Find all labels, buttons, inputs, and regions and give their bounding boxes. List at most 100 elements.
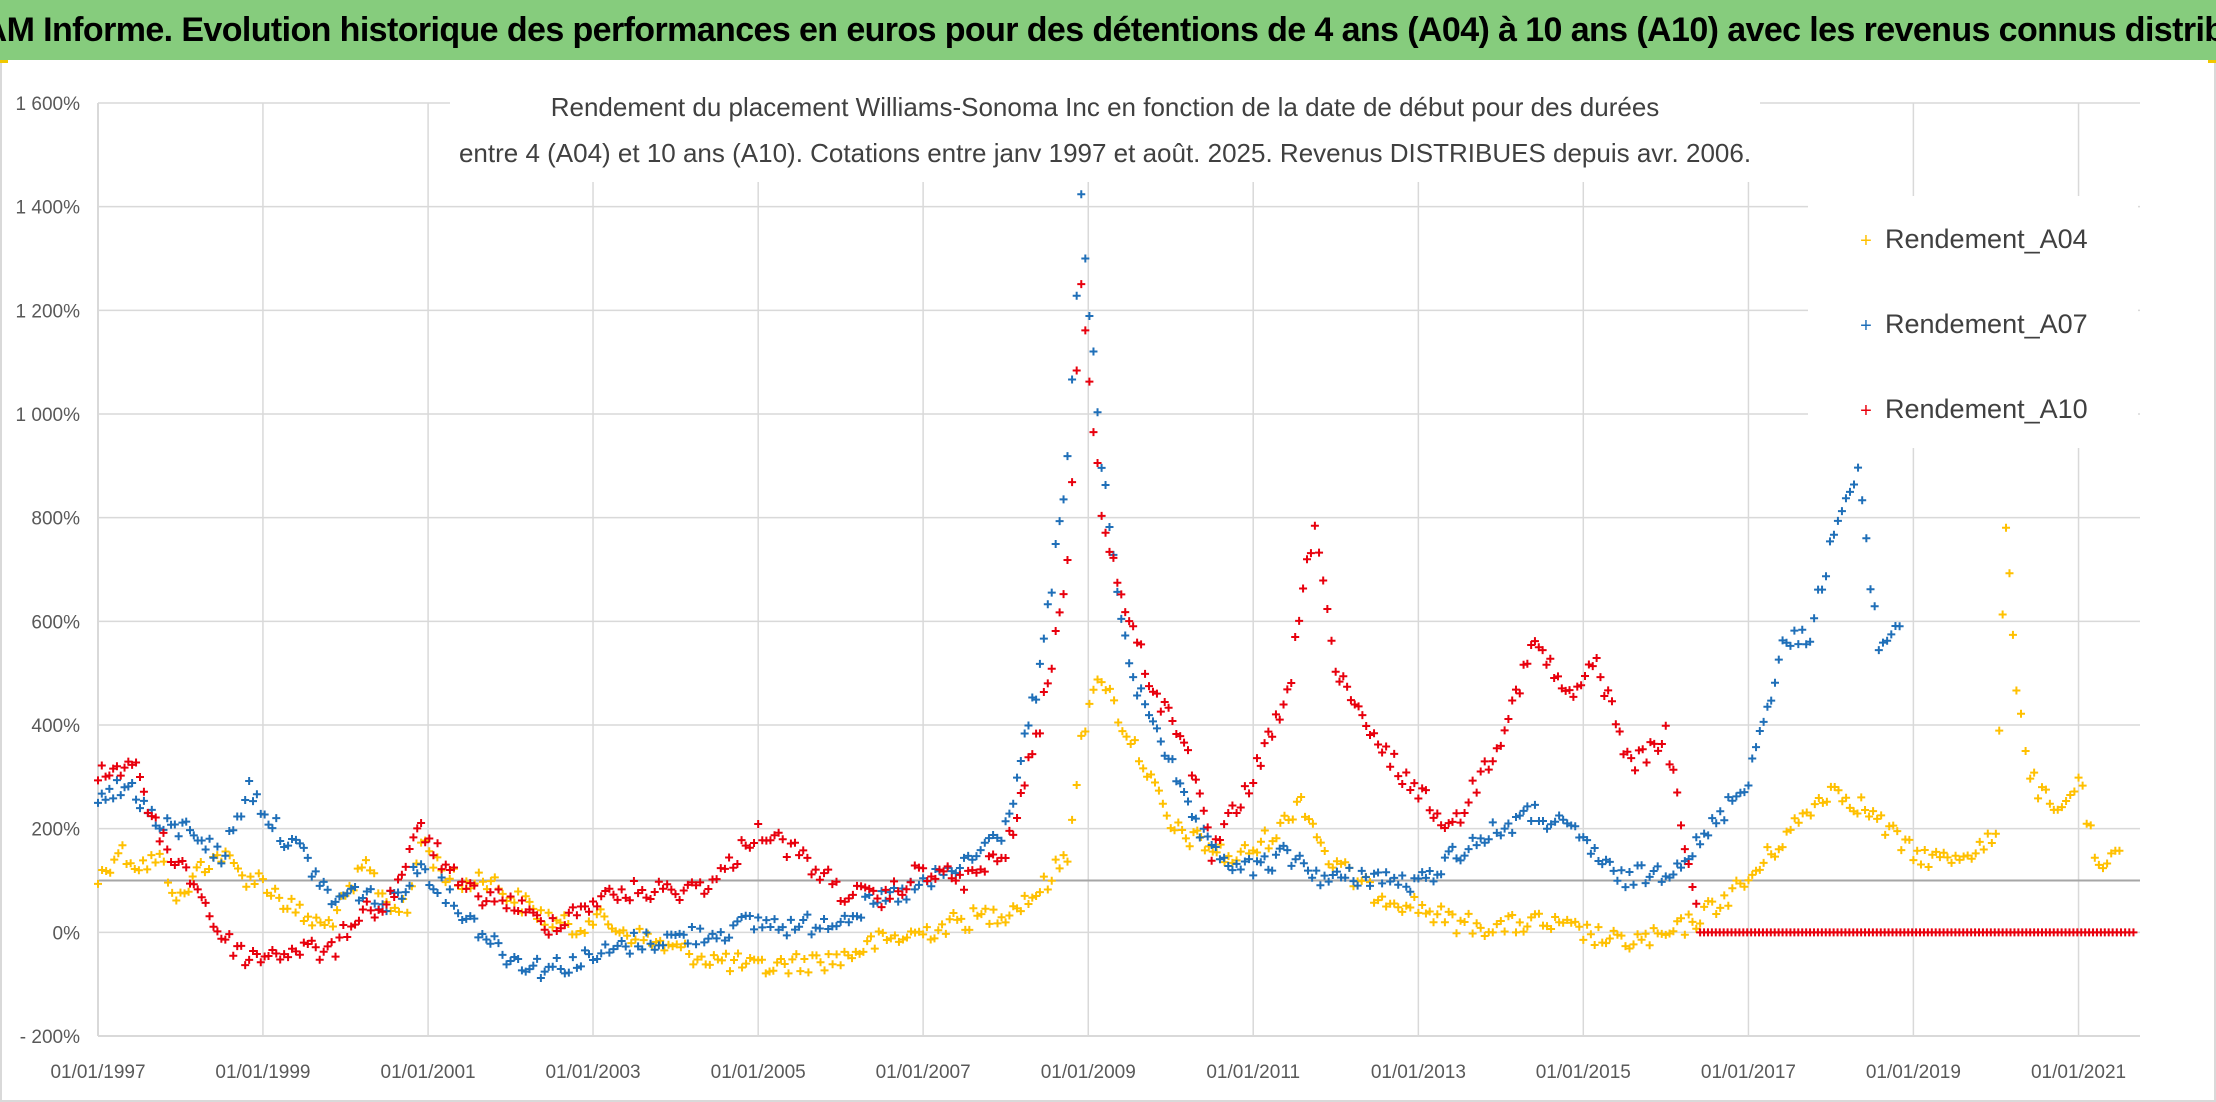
data-point [397, 870, 406, 879]
data-point [333, 906, 342, 915]
data-point [894, 897, 903, 906]
data-point [1184, 797, 1193, 806]
data-point [163, 814, 172, 823]
data-point [1220, 820, 1229, 829]
data-point [938, 920, 947, 929]
data-point [1312, 833, 1321, 842]
data-point [163, 878, 172, 887]
data-point [490, 897, 499, 906]
data-point [1770, 678, 1779, 687]
data-point [188, 872, 197, 881]
data-point [1555, 811, 1564, 820]
data-point [1842, 793, 1851, 802]
data-point [1488, 757, 1497, 766]
data-point [544, 930, 553, 939]
data-point [1669, 870, 1678, 879]
data-point [1810, 614, 1819, 623]
data-point [1653, 862, 1662, 871]
data-point [1542, 660, 1551, 669]
data-point [441, 878, 450, 887]
data-point [271, 884, 280, 893]
data-point [601, 940, 610, 949]
data-point [693, 955, 702, 964]
data-point [1215, 855, 1224, 864]
legend-marker-a04: + [1860, 230, 1872, 252]
data-point [1260, 852, 1269, 861]
data-point [1814, 794, 1823, 803]
data-point [1581, 672, 1590, 681]
data-point [1180, 788, 1189, 797]
data-point [506, 892, 515, 901]
data-point [1638, 745, 1647, 754]
data-point [1834, 786, 1843, 795]
data-point [163, 845, 172, 854]
data-point [638, 945, 647, 954]
data-point [1068, 375, 1077, 384]
data-point [209, 853, 218, 862]
data-point [1460, 851, 1469, 860]
data-point [1009, 830, 1018, 839]
data-point [1185, 842, 1194, 851]
data-point [560, 911, 569, 920]
data-point [1187, 812, 1196, 821]
data-point [660, 946, 669, 955]
data-point [1059, 851, 1068, 860]
data-point [1063, 452, 1072, 461]
data-point [593, 902, 602, 911]
data-point [1472, 788, 1481, 797]
data-point [1402, 882, 1411, 891]
data-point [869, 886, 878, 895]
data-point [1105, 522, 1114, 531]
data-point [1240, 782, 1249, 791]
data-point [646, 939, 655, 948]
data-point [964, 851, 973, 860]
data-point [1366, 881, 1375, 890]
data-point [462, 914, 471, 923]
data-point [1496, 741, 1505, 750]
data-point [1546, 654, 1555, 663]
data-point [1433, 809, 1442, 818]
data-point [980, 838, 989, 847]
data-point [1500, 927, 1509, 936]
data-point [458, 877, 467, 886]
data-point [1625, 867, 1634, 876]
data-point [989, 850, 998, 859]
data-point [1316, 881, 1325, 890]
data-point [155, 837, 164, 846]
data-point [725, 853, 734, 862]
data-point [812, 951, 821, 960]
data-point [769, 966, 778, 975]
data-point [533, 911, 542, 920]
data-point [1646, 738, 1655, 747]
data-point [1627, 754, 1636, 763]
data-point [413, 824, 422, 833]
data-point [907, 927, 916, 936]
data-point [1720, 891, 1729, 900]
data-point [1191, 814, 1200, 823]
data-point [1515, 811, 1524, 820]
data-point [1440, 823, 1449, 832]
data-point [1211, 843, 1220, 852]
data-point [1874, 646, 1883, 655]
data-point [1406, 887, 1415, 896]
data-point [1575, 922, 1584, 931]
data-point [178, 818, 187, 827]
data-point [820, 869, 829, 878]
data-point [1319, 576, 1328, 585]
data-point [128, 778, 137, 787]
data-point [1016, 788, 1025, 797]
data-point [445, 885, 454, 894]
data-point [1774, 655, 1783, 664]
data-point [729, 863, 738, 872]
data-point [1604, 686, 1613, 695]
data-point [1187, 771, 1196, 780]
data-point [308, 921, 317, 930]
data-point [209, 922, 218, 931]
data-point [135, 804, 144, 813]
data-point [981, 904, 990, 913]
data-point [960, 885, 969, 894]
data-point [832, 877, 841, 886]
data-point [704, 885, 713, 894]
data-point [1464, 798, 1473, 807]
data-point [1511, 928, 1520, 937]
